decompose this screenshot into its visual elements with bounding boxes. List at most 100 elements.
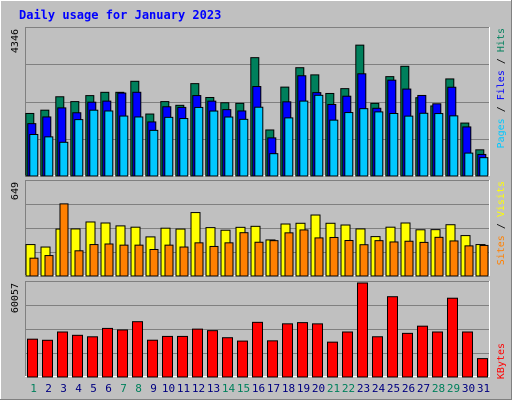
sites-bar [434,236,444,277]
kbytes-bar [387,296,398,378]
x-tick-label: 30 [462,382,475,395]
pages-bar [164,116,174,177]
pages-bar [29,133,39,177]
pages-bar [329,119,339,177]
kbytes-bar [162,335,173,378]
pages-bar [239,118,249,177]
pages-bar [209,110,219,177]
kbytes-bar [222,337,233,378]
sites-bar [134,244,144,277]
kbytes-bar [432,331,443,378]
sites-bar [29,257,39,277]
legend-hits: Hits [496,28,507,52]
y-axis-max-label: 4346 [10,29,21,53]
x-tick-label: 15 [237,382,250,395]
x-tick-label: 4 [75,382,82,395]
kbytes-bar [462,331,473,378]
x-tick-label: 14 [222,382,236,395]
x-tick-label: 27 [417,382,430,395]
kbytes-bar [192,328,203,378]
sites-bar [194,242,204,277]
sites-bar [119,244,129,277]
x-tick-label: 20 [312,382,325,395]
pages-bar [449,115,459,177]
kbytes-bar [237,340,248,378]
kbytes-bar [87,336,98,378]
sites-bar [179,246,189,277]
pages-bar [344,112,354,177]
x-tick-label: 6 [105,382,112,395]
visits-sites-panel: 649 Sites / Visits [10,180,507,277]
x-tick-label: 23 [357,382,370,395]
y-axis-max-label: 60057 [10,283,21,313]
sites-bar [284,232,294,277]
pages-bar [419,112,429,177]
x-tick-label: 11 [177,382,190,395]
x-tick-label: 13 [207,382,220,395]
kbytes-bar [72,334,83,378]
kbytes-bar [342,331,353,378]
pages-bar [314,94,324,177]
pages-bar [134,116,144,177]
legend-sites: Sites [496,235,507,265]
x-tick-label: 31 [477,382,490,395]
chart-title: Daily usage for January 2023 [19,8,221,22]
x-tick-label: 1 [30,382,37,395]
sites-bar [149,248,159,277]
pages-bar [149,129,159,177]
sites-bar [209,245,219,277]
pages-bar [284,117,294,177]
sites-bar [479,244,489,277]
x-tick-label: 8 [135,382,142,395]
pages-bar [119,115,129,177]
x-tick-label: 28 [432,382,445,395]
pages-bar [224,116,234,177]
x-tick-label: 24 [372,382,386,395]
pages-bar [269,153,279,177]
kbytes-bar [297,322,308,378]
legend-visits: Visits [496,181,507,217]
kbytes-bar [57,331,68,378]
x-tick-label: 17 [267,382,280,395]
x-tick-label: 19 [297,382,310,395]
kbytes-bar [117,329,128,378]
sites-bar [314,237,324,277]
pages-bar [44,136,54,177]
legend: KBytes [496,343,507,379]
sites-bar [299,229,309,277]
sites-bar [164,244,174,277]
kbytes-bar [27,338,38,378]
kbytes-bar [147,339,158,378]
sites-bar [449,240,459,277]
x-tick-label: 3 [60,382,67,395]
sites-bar [329,236,339,277]
pages-bar [254,106,264,177]
kbytes-bar [402,332,413,378]
pages-bar [464,152,474,177]
pages-bar [194,106,204,177]
pages-bar [74,119,84,177]
pages-bar [59,141,69,177]
x-tick-label: 2 [45,382,52,395]
legend-sep: / [496,100,507,118]
sites-bar [89,244,99,277]
legend: Sites / Visits [496,181,507,265]
sites-bar [419,241,429,277]
kbytes-bar [42,339,53,378]
sites-bar [59,203,69,277]
kbytes-bar [312,323,323,378]
x-tick-label: 12 [192,382,205,395]
kbytes-bar [447,297,458,378]
sites-bar [74,250,84,277]
x-tick-label: 10 [162,382,175,395]
hits-files-pages-panel: 4346 Pages / Files / Hits [10,27,507,177]
x-tick-label: 21 [327,382,340,395]
legend-sep: / [496,217,507,235]
kbytes-bar [357,282,368,378]
y-axis-max-label: 649 [10,182,21,200]
pages-bar [104,110,114,177]
x-tick-label: 29 [447,382,460,395]
sites-bar [104,243,114,277]
pages-bar [434,113,444,177]
